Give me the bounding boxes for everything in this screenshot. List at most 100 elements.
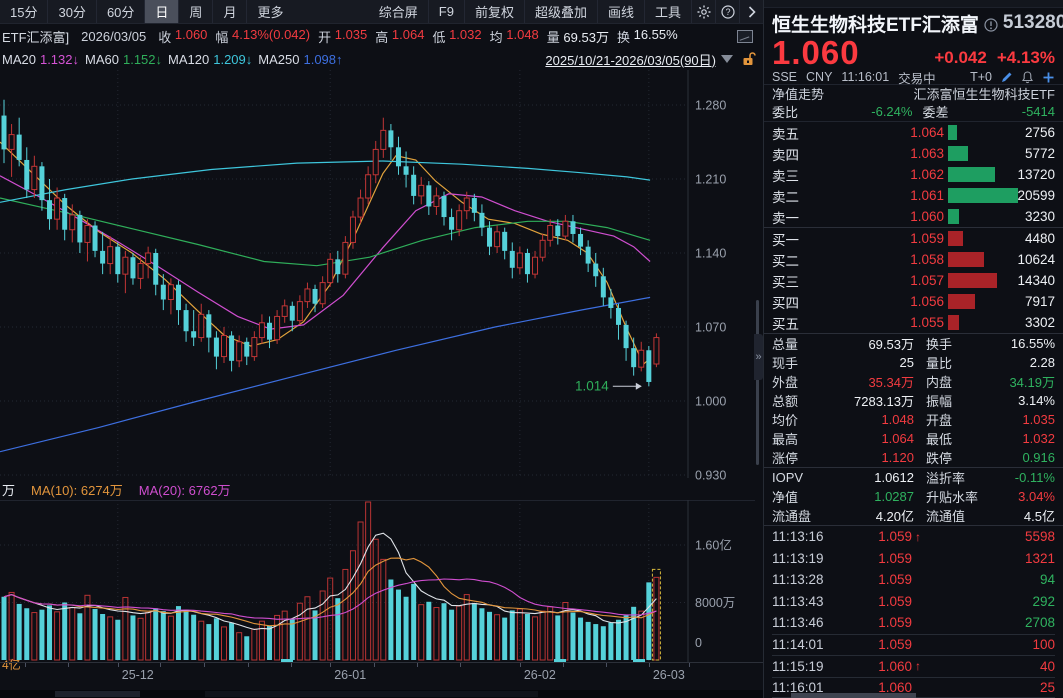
ask-row[interactable]: 卖五 1.064 2756 [772,122,1055,143]
ask-volume-bar [948,188,1018,203]
trade-row: 11:13:19 1.059 1321 [772,548,1055,570]
field-label: 高 [375,30,389,45]
stat-row: 均价 1.048 开盘 1.035 [772,410,1055,429]
edit-icon[interactable] [1000,71,1013,84]
period-range-selector[interactable]: 2025/10/21-2026/03/05(90日) [545,52,716,68]
trade-tape-list[interactable]: 11:13:16 1.059 ↑ 5598 11:13:19 1.059 1321 11:13… [764,525,1063,698]
tool-button-超级叠加[interactable]: 超级叠加 [523,0,597,23]
tool-button-F9[interactable]: F9 [427,0,464,23]
stat-label: 内盘 [926,375,953,390]
field-label: 收 [158,30,172,45]
bid-row[interactable]: 买五 1.055 3302 [772,312,1055,333]
ma-legend-MA20: MA20 1.132↓ [2,51,80,67]
symbol-suffix-label: ETF汇添富] [2,30,70,45]
ask-row[interactable]: 卖一 1.060 3230 [772,206,1055,227]
bid-volume-bar [948,252,985,267]
add-watchlist-icon[interactable] [1042,71,1055,84]
axis-minor-tick [68,663,69,667]
axis-minor-tick [374,663,375,667]
trade-volume: 100 [1032,637,1055,653]
period-tab-月[interactable]: 月 [212,0,246,23]
ask-volume-bar [948,209,959,224]
chart-scrollbar[interactable] [756,300,759,465]
date-axis: 25-12 26-01 26-02 26-03 [0,659,763,690]
trade-time: 11:13:43 [772,593,824,609]
stat-label: 换手 [926,337,953,352]
stat-label: 最低 [926,432,953,447]
expand-toolbar-icon[interactable] [739,0,763,23]
stat-row: 总量 69.53万 换手 16.55% [772,334,1055,353]
stat-label: 升贴水率 [926,490,979,505]
stat-row: 流通盘 4.20亿 流通值 4.5亿 [772,506,1055,525]
trade-volume: 292 [1032,593,1055,609]
footer-partial-tab [55,691,140,697]
stat-value: 1.120 [881,450,914,465]
stat-label: 溢折率 [926,471,966,486]
bar-date: 2026/03/05 [81,29,147,44]
bid-price: 1.056 [910,294,944,309]
tool-button-画线[interactable]: 画线 [596,0,644,23]
date-axis-label: 26-01 [334,668,367,682]
stat-label: 跌停 [926,451,953,466]
bid-row[interactable]: 买一 1.059 4480 [772,228,1055,249]
trade-direction-arrow: ↑ [915,659,921,674]
volume-chart[interactable]: 1.60亿 8000万 0 [0,500,755,662]
stat-value: 4.5亿 [1023,509,1055,524]
period-tab-60分[interactable]: 60分 [95,0,144,23]
period-tab-30分[interactable]: 30分 [47,0,95,23]
period-tab-日[interactable]: 日 [144,0,179,23]
tool-button-工具[interactable]: 工具 [643,0,691,23]
tool-button-前复权[interactable]: 前复权 [463,0,524,23]
volume-legend-row: 万 MA(10): 6274万 MA(20): 6762万 [0,478,755,500]
ask-row[interactable]: 卖三 1.062 13720 [772,164,1055,185]
trade-row: 11:13:43 1.059 292 [772,591,1055,613]
candlestick-chart[interactable]: 1.280 1.210 1.140 1.070 1.000 0.930 1.014 [0,70,755,483]
trade-volume: 1321 [1024,550,1055,566]
ask-price: 1.062 [910,167,944,182]
stat-value: 7283.13万 [854,394,914,409]
trade-row: 11:13:16 1.059 ↑ 5598 [772,526,1055,548]
stat-value: 35.34万 [868,375,914,390]
volume-cut-label: 万 [2,482,16,498]
ask-price: 1.061 [910,188,944,203]
field-label: 幅 [215,30,229,45]
period-tab-15分[interactable]: 15分 [10,5,38,20]
alert-bell-icon[interactable] [1021,70,1034,84]
bid-row[interactable]: 买二 1.058 10624 [772,249,1055,270]
stat-value: 2.28 [1029,355,1055,370]
stat-row: 外盘 35.34万 内盘 34.19万 [772,372,1055,391]
bid-row[interactable]: 买三 1.057 14340 [772,270,1055,291]
chevron-down-icon[interactable] [721,55,733,63]
period-tab-周[interactable]: 周 [178,0,212,23]
exchange-label: SSE [772,70,798,84]
thumbnail-icon[interactable] [737,30,753,43]
stat-row: 最高 1.064 最低 1.032 [772,429,1055,448]
settings-icon[interactable] [691,0,715,23]
trade-time: 11:13:28 [772,572,824,588]
stat-value: 16.55% [1010,336,1055,351]
unlock-icon[interactable] [742,52,756,66]
trade-price: 1.059 [878,550,912,566]
currency-label: CNY [806,70,833,84]
ask-row[interactable]: 卖二 1.061 20599 [772,185,1055,206]
low-price-annotation: 1.014 [575,379,609,394]
period-tab-更多[interactable]: 更多 [246,0,293,23]
price-axis-tick: 1.000 [695,395,726,409]
related-fund-link[interactable]: 汇添富恒生生物科技ETF [913,87,1055,102]
ask-volume-bar [948,146,968,161]
panel-bottom-partial [791,693,916,698]
trade-price: 1.060 [878,658,912,674]
trade-volume: 94 [1039,572,1055,588]
info-icon[interactable] [984,15,998,32]
collapse-panel-handle[interactable]: » [754,334,763,380]
stat-label: 均价 [772,413,799,428]
stat-label: 开盘 [926,413,953,428]
field-label: 换 [616,30,630,45]
ask-row[interactable]: 卖四 1.063 5772 [772,143,1055,164]
field-label: 量 [546,30,560,45]
bid-row[interactable]: 买四 1.056 7917 [772,291,1055,312]
nav-tab-link[interactable]: 净值走势 [772,87,825,102]
help-icon[interactable]: ? [715,0,739,23]
chart-area: 15分 30分 60分日周月更多 综合屏 F9 前复权 超级叠加 画线 工具 ? ETF汇添富… [0,0,763,698]
tool-button-综合屏[interactable]: 综合屏 [378,5,418,20]
